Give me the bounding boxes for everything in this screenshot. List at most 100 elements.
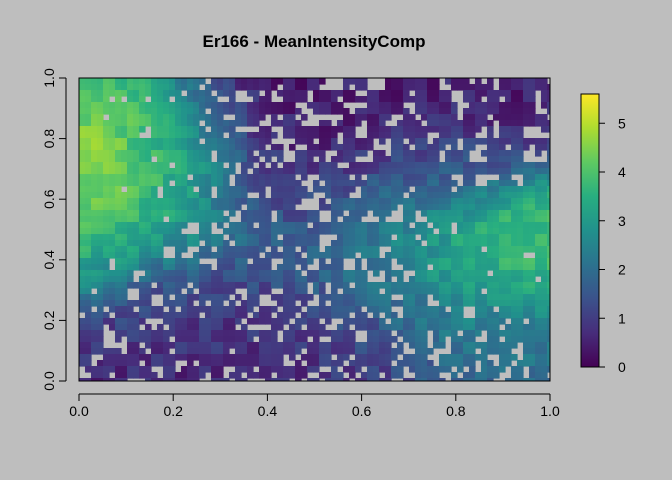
heatmap-cell — [217, 204, 224, 211]
heatmap-cell — [259, 132, 266, 139]
heatmap-cell — [97, 102, 104, 109]
heatmap-cell — [235, 306, 242, 313]
heatmap-cell — [229, 354, 236, 361]
heatmap-cell — [331, 246, 338, 253]
heatmap-cell — [361, 282, 368, 289]
heatmap-cell — [319, 342, 326, 349]
heatmap-cell — [127, 162, 134, 169]
heatmap-cell — [217, 264, 224, 271]
heatmap-cell — [547, 324, 550, 331]
heatmap-cell — [103, 198, 110, 205]
heatmap-cell — [121, 90, 128, 97]
heatmap-cell — [355, 162, 362, 169]
heatmap-cell — [403, 246, 410, 253]
heatmap-cell — [301, 126, 308, 133]
heatmap-cell — [433, 210, 440, 217]
heatmap-cell — [145, 354, 152, 361]
heatmap-cell — [403, 120, 410, 127]
heatmap-cell — [331, 378, 338, 381]
heatmap-cell — [121, 84, 128, 91]
heatmap-cell — [529, 138, 536, 145]
heatmap-cell — [469, 372, 476, 379]
heatmap-cell — [241, 192, 248, 199]
heatmap-cell — [187, 354, 194, 361]
heatmap-cell — [469, 90, 476, 97]
heatmap-cell — [433, 96, 440, 103]
heatmap-cell — [109, 324, 116, 331]
heatmap-cell — [547, 192, 550, 199]
heatmap-cell — [547, 258, 550, 265]
heatmap-cell — [265, 282, 272, 289]
heatmap-cell — [79, 90, 86, 97]
heatmap-cell — [193, 276, 200, 283]
heatmap-cell — [79, 96, 86, 103]
heatmap-cell — [463, 180, 470, 187]
heatmap-cell — [529, 276, 536, 283]
heatmap-cell — [439, 360, 446, 367]
heatmap-cell — [451, 252, 458, 259]
heatmap-cell — [541, 90, 548, 97]
heatmap-cell — [433, 192, 440, 199]
heatmap-cell — [109, 180, 116, 187]
heatmap-cell — [307, 234, 314, 241]
heatmap-cell — [481, 360, 488, 367]
heatmap-cell — [223, 180, 230, 187]
heatmap-cell — [445, 210, 452, 217]
heatmap-cell — [439, 264, 446, 271]
heatmap-cell — [235, 84, 242, 91]
heatmap-cell — [409, 366, 416, 373]
heatmap-cell — [109, 282, 116, 289]
heatmap-cell — [535, 366, 542, 373]
heatmap-cell — [115, 318, 122, 325]
heatmap-cell — [433, 234, 440, 241]
heatmap-cell — [379, 216, 386, 223]
heatmap-cell — [301, 90, 308, 97]
heatmap-cell — [427, 318, 434, 325]
heatmap-cell — [421, 210, 428, 217]
heatmap-cell — [517, 84, 524, 91]
heatmap-cell — [445, 192, 452, 199]
heatmap-cell — [445, 282, 452, 289]
heatmap-cell — [175, 264, 182, 271]
heatmap-cell — [301, 174, 308, 181]
heatmap-cell — [157, 132, 164, 139]
heatmap-cell — [457, 354, 464, 361]
heatmap-cell — [427, 126, 434, 133]
heatmap-cell — [475, 168, 482, 175]
heatmap-cell — [169, 102, 176, 109]
x-tick-label: 0.8 — [446, 403, 466, 419]
heatmap-cell — [481, 276, 488, 283]
heatmap-cell — [535, 210, 542, 217]
heatmap-cell — [523, 210, 530, 217]
heatmap-cell — [355, 210, 362, 217]
heatmap-cell — [541, 138, 548, 145]
heatmap-cell — [133, 234, 140, 241]
heatmap-cell — [403, 174, 410, 181]
heatmap-cell — [145, 144, 152, 151]
heatmap-cell — [409, 276, 416, 283]
heatmap-cell — [247, 228, 254, 235]
heatmap-cell — [217, 210, 224, 217]
heatmap-cell — [103, 126, 110, 133]
heatmap-cell — [505, 204, 512, 211]
heatmap-cell — [79, 114, 86, 121]
heatmap-cell — [349, 252, 356, 259]
heatmap-cell — [421, 264, 428, 271]
heatmap-cell — [79, 120, 86, 127]
heatmap-cell — [187, 96, 194, 103]
heatmap-cell — [475, 138, 482, 145]
heatmap-cell — [97, 222, 104, 229]
heatmap-cell — [193, 282, 200, 289]
heatmap-cell — [253, 228, 260, 235]
heatmap-cell — [349, 336, 356, 343]
heatmap-cell — [385, 96, 392, 103]
heatmap-cell — [85, 138, 92, 145]
heatmap-cell — [253, 354, 260, 361]
heatmap-cell — [391, 102, 398, 109]
heatmap-cell — [541, 330, 548, 337]
heatmap-cell — [265, 258, 272, 265]
heatmap-cell — [259, 180, 266, 187]
heatmap-cell — [493, 102, 500, 109]
heatmap-cell — [493, 294, 500, 301]
heatmap-cell — [451, 288, 458, 295]
